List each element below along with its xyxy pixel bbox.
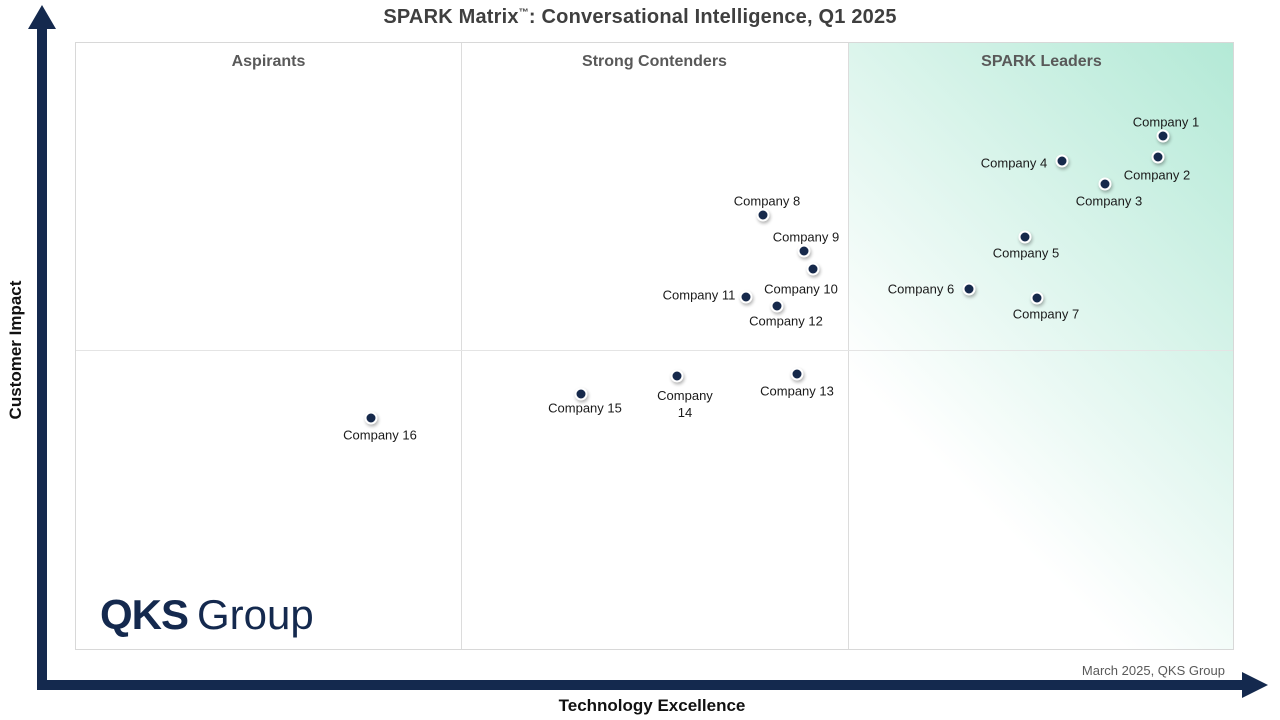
logo-qks-text: QKS — [100, 591, 189, 638]
company-dot — [364, 411, 378, 425]
company-dot — [1018, 230, 1032, 244]
x-axis-line — [37, 680, 1242, 690]
company-dot — [756, 208, 770, 222]
company-label: Company 9 — [772, 229, 840, 245]
page-title: SPARK Matrix™: Conversational Intelligen… — [0, 6, 1280, 29]
trademark-symbol: ™ — [518, 7, 529, 19]
company-label: Company 15 — [548, 400, 622, 416]
company-dot — [962, 282, 976, 296]
company-label: Company 13 — [760, 383, 834, 399]
company-dot — [1151, 150, 1165, 164]
company-dot — [574, 387, 588, 401]
quadrant-header-aspirants: Aspirants — [231, 53, 306, 70]
row-divider — [76, 350, 1233, 351]
company-label: Company 6 — [887, 281, 955, 297]
company-dot — [670, 369, 684, 383]
column-divider-right — [848, 43, 849, 649]
company-dot — [790, 367, 804, 381]
company-label: Company 12 — [749, 313, 823, 329]
company-dot — [1156, 129, 1170, 143]
company-label: Company 14 — [657, 388, 713, 420]
company-label: Company 4 — [980, 155, 1048, 171]
quadrant-header-strong-contenders: Strong Contenders — [582, 53, 727, 70]
quadrant-header-spark-leaders: SPARK Leaders — [981, 53, 1102, 70]
y-axis-line — [37, 26, 47, 690]
qks-group-logo: QKS Group — [100, 591, 314, 639]
plot-area: Aspirants Strong Contenders SPARK Leader… — [75, 42, 1234, 650]
title-subtext: : Conversational Intelligence, Q1 2025 — [528, 6, 897, 28]
company-label: Company 16 — [343, 427, 417, 443]
company-dot — [1055, 154, 1069, 168]
company-dot — [739, 290, 753, 304]
company-label: Company 1 — [1132, 114, 1200, 130]
company-dot — [1030, 291, 1044, 305]
x-axis-arrow-icon — [1242, 672, 1268, 698]
company-dot — [806, 262, 820, 276]
spark-leaders-gradient-zone — [848, 43, 1233, 649]
x-axis-label: Technology Excellence — [558, 696, 746, 715]
title-text: SPARK Matrix — [383, 6, 519, 28]
company-label: Company 11 — [662, 287, 736, 303]
column-divider-left — [461, 43, 462, 649]
company-dot — [797, 244, 811, 258]
company-dot — [770, 299, 784, 313]
company-label: Company 7 — [1012, 306, 1080, 322]
company-dot — [1098, 177, 1112, 191]
logo-group-text: Group — [197, 591, 314, 638]
company-label: Company 2 — [1123, 167, 1191, 183]
company-label: Company 8 — [733, 193, 801, 209]
y-axis-arrow-icon — [28, 5, 56, 29]
company-label: Company 10 — [764, 281, 838, 297]
credit-text: March 2025, QKS Group — [1081, 663, 1225, 678]
company-label: Company 5 — [992, 245, 1060, 261]
company-label: Company 3 — [1075, 193, 1143, 209]
